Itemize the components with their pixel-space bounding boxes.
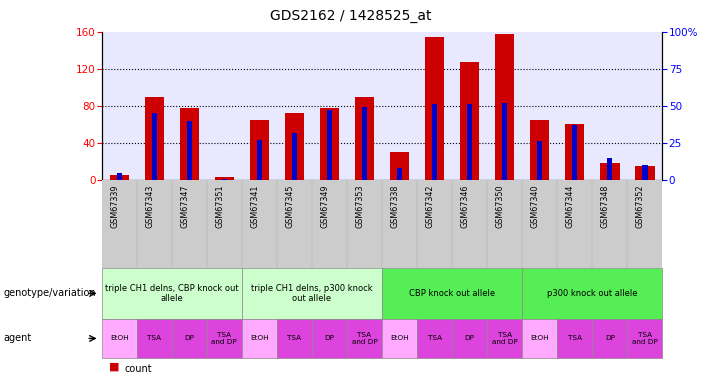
Text: TSA
and DP: TSA and DP — [492, 332, 517, 345]
Text: TSA
and DP: TSA and DP — [212, 332, 237, 345]
Text: DP: DP — [325, 335, 334, 341]
Bar — [530, 120, 550, 180]
Text: count: count — [124, 364, 151, 374]
Text: EtOH: EtOH — [110, 335, 128, 341]
Bar — [215, 177, 234, 180]
Text: GSM67346: GSM67346 — [461, 184, 470, 228]
Text: GSM67344: GSM67344 — [566, 184, 575, 228]
Bar — [355, 97, 374, 180]
Text: genotype/variation: genotype/variation — [4, 288, 96, 298]
Bar — [467, 105, 472, 180]
Text: GSM67345: GSM67345 — [285, 184, 294, 228]
Bar — [151, 113, 157, 180]
Text: GSM67350: GSM67350 — [496, 184, 505, 228]
Text: triple CH1 delns, CBP knock out
allele: triple CH1 delns, CBP knock out allele — [105, 284, 238, 303]
Text: ■: ■ — [109, 362, 119, 372]
Text: TSA
and DP: TSA and DP — [632, 332, 658, 345]
Bar — [292, 133, 297, 180]
Bar — [565, 124, 585, 180]
Text: CBP knock out allele: CBP knock out allele — [409, 289, 495, 298]
Text: triple CH1 delns, p300 knock
out allele: triple CH1 delns, p300 knock out allele — [251, 284, 373, 303]
Text: GSM67349: GSM67349 — [320, 184, 329, 228]
Bar — [642, 165, 648, 180]
Text: EtOH: EtOH — [250, 335, 268, 341]
Text: TSA
and DP: TSA and DP — [352, 332, 377, 345]
Bar — [537, 141, 543, 180]
Text: agent: agent — [4, 333, 32, 344]
Bar — [250, 120, 269, 180]
Text: GDS2162 / 1428525_at: GDS2162 / 1428525_at — [270, 9, 431, 23]
Text: GSM67340: GSM67340 — [531, 184, 540, 228]
Text: GSM67343: GSM67343 — [145, 184, 154, 228]
Bar — [425, 36, 444, 180]
Text: DP: DP — [184, 335, 194, 341]
Bar — [186, 121, 192, 180]
Bar — [572, 125, 578, 180]
Bar — [327, 110, 332, 180]
Bar — [362, 107, 367, 180]
Bar — [607, 158, 613, 180]
Bar — [144, 97, 164, 180]
Text: GSM67341: GSM67341 — [250, 184, 259, 228]
Bar — [285, 113, 304, 180]
Bar — [222, 178, 227, 180]
Text: EtOH: EtOH — [390, 335, 409, 341]
Text: GSM67347: GSM67347 — [180, 184, 189, 228]
Bar — [116, 172, 122, 180]
Bar — [432, 105, 437, 180]
Text: GSM67348: GSM67348 — [601, 184, 610, 228]
Text: GSM67339: GSM67339 — [110, 184, 119, 228]
Text: TSA: TSA — [428, 335, 442, 341]
Text: GSM67353: GSM67353 — [355, 184, 365, 228]
Text: DP: DP — [465, 335, 475, 341]
Text: p300 knock out allele: p300 knock out allele — [547, 289, 638, 298]
Bar — [460, 62, 479, 180]
Text: TSA: TSA — [568, 335, 582, 341]
Bar — [109, 176, 129, 180]
Bar — [390, 152, 409, 180]
Text: TSA: TSA — [287, 335, 301, 341]
Text: GSM67338: GSM67338 — [390, 184, 400, 228]
Text: DP: DP — [605, 335, 615, 341]
Bar — [600, 164, 620, 180]
Bar — [179, 108, 199, 180]
Bar — [495, 34, 515, 180]
Text: GSM67351: GSM67351 — [215, 184, 224, 228]
Text: TSA: TSA — [147, 335, 161, 341]
Bar — [320, 108, 339, 180]
Bar — [635, 166, 655, 180]
Bar — [257, 140, 262, 180]
Text: GSM67342: GSM67342 — [426, 184, 435, 228]
Bar — [397, 168, 402, 180]
Text: GSM67352: GSM67352 — [636, 184, 645, 228]
Text: EtOH: EtOH — [531, 335, 549, 341]
Bar — [502, 103, 508, 180]
